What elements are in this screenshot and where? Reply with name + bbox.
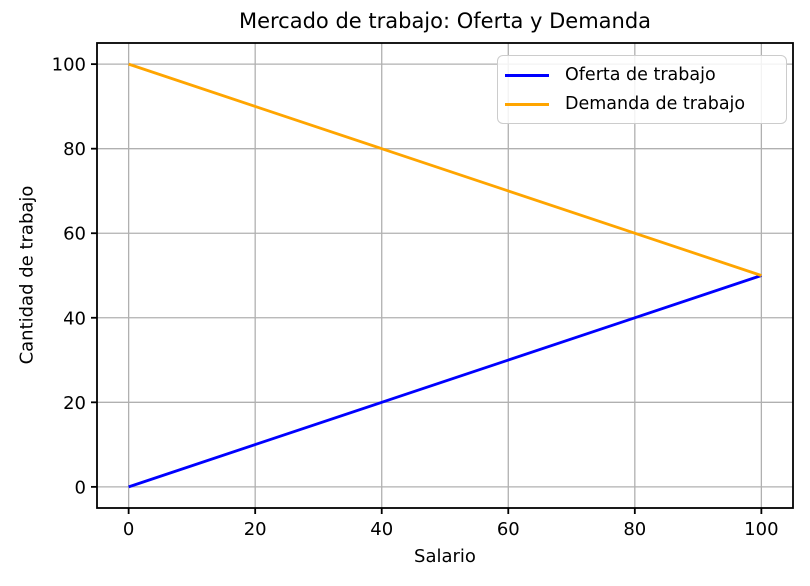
y-tick-label: 0 [75, 477, 86, 498]
legend-label: Oferta de trabajo [565, 65, 716, 85]
y-tick-label: 100 [52, 55, 86, 76]
y-tick-label: 80 [63, 139, 86, 160]
x-tick-label: 20 [244, 519, 267, 540]
legend-item: Oferta de trabajo [505, 64, 774, 86]
x-axis-label: Salario [414, 546, 476, 567]
y-axis-label: Cantidad de trabajo [16, 185, 38, 365]
series-line-oferta-de-trabajo [128, 274, 762, 489]
y-tick-label: 60 [63, 224, 86, 245]
chart-title: Mercado de trabajo: Oferta y Demanda [238, 9, 652, 33]
legend: Oferta de trabajo Demanda de trabajo [497, 55, 787, 124]
legend-line-swatch [505, 73, 549, 77]
series-line-demanda-de-trabajo [128, 62, 762, 277]
legend-item: Demanda de trabajo [505, 93, 774, 115]
x-tick-label: 0 [123, 519, 134, 540]
legend-label: Demanda de trabajo [565, 94, 746, 114]
y-tick-label: 20 [63, 393, 86, 414]
x-tick-label: 80 [623, 519, 646, 540]
y-tick-label: 40 [63, 308, 86, 329]
x-tick-label: 60 [497, 519, 520, 540]
x-tick-label: 40 [370, 519, 393, 540]
axes-spines [96, 42, 794, 509]
x-tick-label: 100 [744, 519, 778, 540]
legend-line-swatch [505, 102, 549, 106]
